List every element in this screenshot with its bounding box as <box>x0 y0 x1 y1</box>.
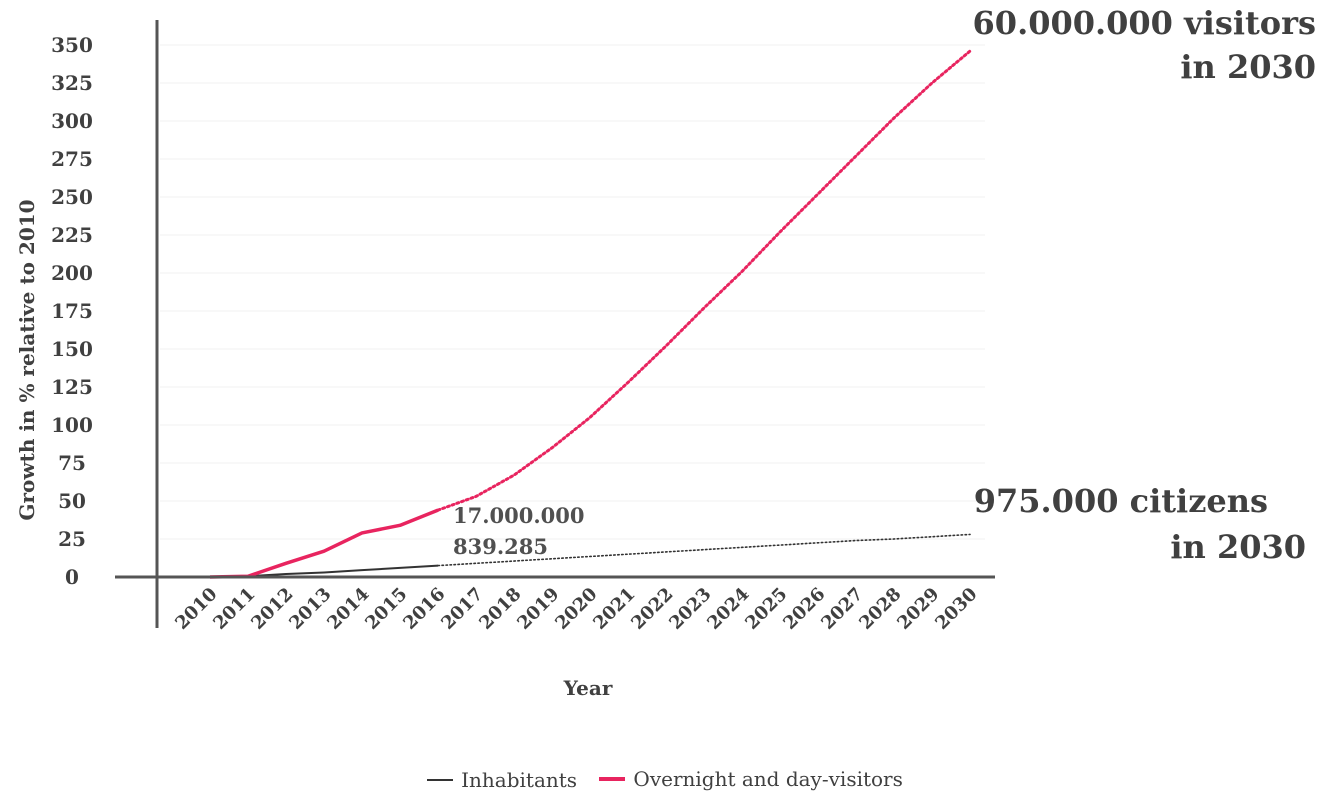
y-tick-label: 25 <box>58 527 86 551</box>
legend-item-inhabitants: Inhabitants <box>427 768 577 792</box>
annotation-citizens-2030-line2: in 2030 <box>1170 528 1306 566</box>
y-axis-title: Growth in % relative to 2010 <box>15 199 39 520</box>
annotation-visitors-2030-line1: 60.000.000 visitors <box>973 4 1316 42</box>
y-tick-label: 150 <box>51 337 93 361</box>
legend-item-visitors: Overnight and day-visitors <box>599 767 903 791</box>
x-tick-label: 2010 <box>171 584 221 634</box>
x-tick-label: 2026 <box>779 584 829 634</box>
x-tick-label: 2011 <box>209 584 259 634</box>
y-tick-label: 75 <box>58 451 86 475</box>
y-tick-label: 250 <box>51 185 93 209</box>
x-tick-label: 2023 <box>665 584 715 634</box>
series-line-inhabitants-projected <box>437 533 971 567</box>
x-tick-label: 2024 <box>703 584 753 634</box>
x-axis-title: Year <box>563 676 613 700</box>
y-tick-label: 200 <box>51 261 93 285</box>
grid-lines <box>160 44 985 540</box>
y-tick-label: 225 <box>51 223 93 247</box>
series-line-overnight-and-day-visitors-projected <box>436 49 972 512</box>
x-tick-label: 2018 <box>475 584 525 634</box>
y-tick-label: 125 <box>51 375 93 399</box>
x-tick-label: 2020 <box>551 584 601 634</box>
x-tick-label: 2014 <box>323 584 373 634</box>
x-tick-label: 2016 <box>399 584 449 634</box>
x-tick-label: 2030 <box>931 584 981 634</box>
x-tick-label: 2028 <box>855 584 905 634</box>
annotation-citizens-2030-line1: 975.000 citizens <box>974 482 1268 520</box>
y-tick-label: 325 <box>51 71 93 95</box>
y-tick-label: 300 <box>51 109 93 133</box>
legend-label-inhabitants: Inhabitants <box>461 768 578 792</box>
legend-swatch-visitors <box>599 777 626 781</box>
y-tick-label: 175 <box>51 299 93 323</box>
y-tick-label: 275 <box>51 147 93 171</box>
annotation-visitors-2016: 17.000.000 <box>453 503 585 528</box>
x-tick-label: 2022 <box>627 584 677 634</box>
legend-swatch-inhabitants <box>427 779 454 781</box>
x-tick-label: 2029 <box>893 584 943 634</box>
y-tick-labels: 0 25 50 75 100 125 150 175 200 225 250 275 300 325 350 <box>51 33 93 589</box>
x-tick-labels: 2010201120122013201420152016201720182019… <box>171 584 981 634</box>
x-tick-label: 2012 <box>247 584 297 634</box>
annotation-visitors-2030-line2: in 2030 <box>1180 48 1316 86</box>
y-tick-label: 100 <box>51 413 93 437</box>
chart: 0 25 50 75 100 125 150 175 200 225 250 275 300 325 350… <box>15 4 1316 700</box>
x-tick-label: 2013 <box>285 584 335 634</box>
x-tick-label: 2019 <box>513 584 563 634</box>
x-tick-label: 2017 <box>437 584 487 634</box>
annotation-citizens-2016: 839.285 <box>453 534 548 559</box>
x-tick-label: 2021 <box>589 584 639 634</box>
legend-label-visitors: Overnight and day-visitors <box>633 767 903 791</box>
x-tick-label: 2015 <box>361 584 411 634</box>
y-tick-label: 0 <box>65 565 79 589</box>
legend: Inhabitants Overnight and day-visitors <box>0 762 1330 792</box>
y-tick-label: 350 <box>51 33 93 57</box>
x-tick-label: 2027 <box>817 584 867 634</box>
y-tick-label: 50 <box>58 489 86 513</box>
series-lines <box>209 49 972 579</box>
x-tick-label: 2025 <box>741 584 791 634</box>
